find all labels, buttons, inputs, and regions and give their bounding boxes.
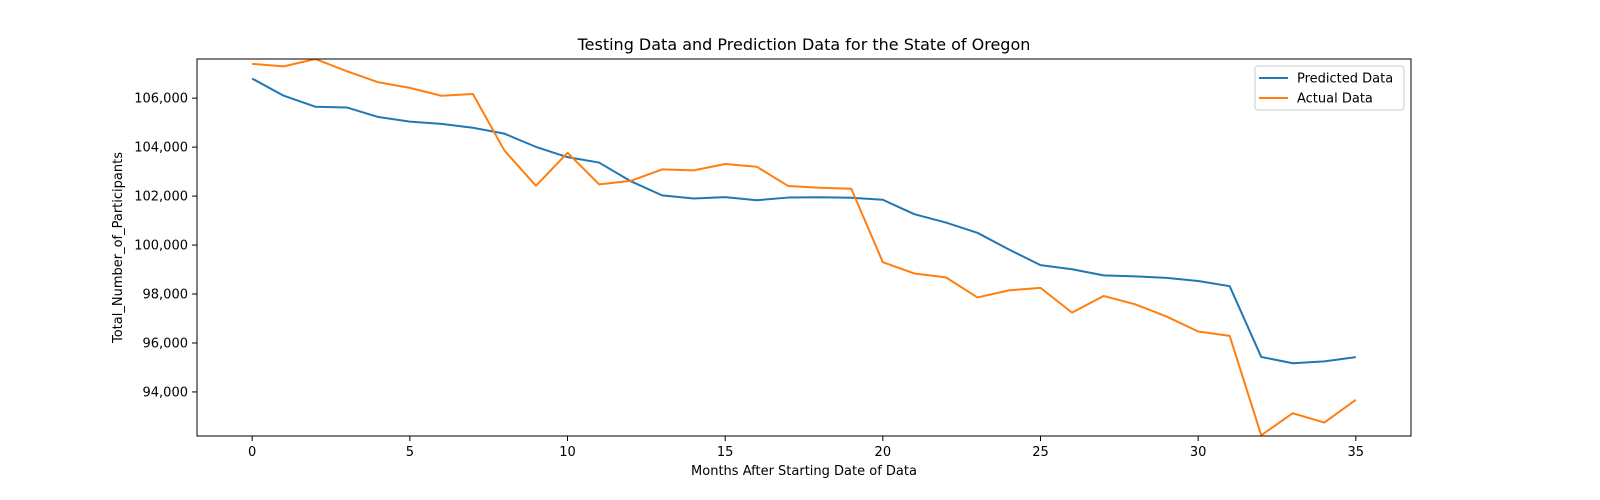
series-lines [251,59,1357,436]
legend-box [1254,65,1405,111]
plot-frame [196,58,1412,437]
chart-title: Testing Data and Prediction Data for the… [577,35,1031,54]
x-tick-label: 10 [559,445,576,460]
x-tick-label: 30 [1190,445,1207,460]
legend: Predicted Data Actual Data [1254,65,1405,111]
y-tick-label: 100,000 [134,239,188,254]
y-tick-label: 106,000 [134,92,188,107]
x-tick-label: 0 [248,445,256,460]
y-axis-title: Total_Number_of_Participants [111,152,126,344]
x-tick-label: 25 [1032,445,1049,460]
series-line-predicted [251,77,1356,365]
legend-label: Predicted Data [1297,72,1393,87]
x-tick-label: 5 [406,445,414,460]
legend-label: Actual Data [1297,92,1373,107]
y-axis: 94,000 96,000 98,000 100,000 102,000 104,000 1… [134,92,197,400]
y-tick-label: 96,000 [143,336,189,351]
x-tick-label: 15 [717,445,734,460]
y-tick-label: 98,000 [143,288,189,303]
y-tick-label: 104,000 [134,141,188,156]
x-tick-label: 20 [875,445,892,460]
x-axis: 0 5 10 15 20 25 30 35 [248,436,1364,460]
y-tick-label: 102,000 [134,190,188,205]
y-tick-label: 94,000 [143,385,189,400]
x-tick-label: 35 [1348,445,1365,460]
x-axis-title: Months After Starting Date of Data [691,464,917,479]
series-line-actual [252,59,1357,436]
